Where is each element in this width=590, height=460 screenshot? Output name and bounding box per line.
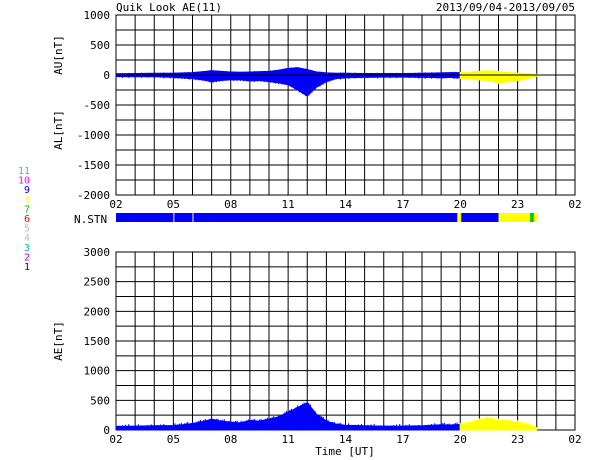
legend-station-6: 6: [24, 214, 30, 225]
au-al-ytick-label: -1500: [77, 159, 110, 172]
date-range: 2013/09/04-2013/09/05: [436, 1, 575, 14]
au-al-ytick-label: 1000: [84, 9, 111, 22]
station-segment: [174, 213, 193, 222]
ae-ytick-label: 2500: [84, 276, 111, 289]
au-al-xtick-label: 23: [511, 198, 524, 211]
au-al-ytick-label: 500: [90, 39, 110, 52]
legend-station-7: 7: [24, 204, 30, 215]
ae-ytick-label: 2000: [84, 305, 111, 318]
station-segment: [457, 213, 462, 222]
au-al-xtick-label: 20: [454, 198, 467, 211]
au-al-xtick-label: 05: [167, 198, 180, 211]
ae-xtick-label: 02: [568, 433, 581, 446]
au-al-xtick-label: 02: [109, 198, 122, 211]
ae-xtick-label: 23: [511, 433, 524, 446]
au-al-ytick-label: -2000: [77, 189, 110, 202]
x-axis-label: Time [UT]: [315, 445, 375, 458]
ae-xtick-label: 02: [109, 433, 122, 446]
legend-station-10: 10: [18, 176, 30, 187]
ae-xtick-label: 11: [282, 433, 295, 446]
ae-ytick-label: 3000: [84, 246, 111, 259]
legend-station-1: 1: [24, 262, 30, 273]
station-segment: [533, 213, 537, 222]
au-axis-label: AU[nT]: [52, 35, 65, 75]
legend-station-3: 3: [24, 243, 30, 254]
legend-station-2: 2: [24, 252, 30, 263]
ae-xtick-label: 20: [454, 433, 467, 446]
ae-ytick-label: 500: [90, 394, 110, 407]
station-segment: [498, 213, 531, 222]
ae-ytick-label: 0: [103, 424, 110, 437]
legend-station-4: 4: [24, 233, 30, 244]
au-al-ytick-label: -500: [84, 99, 111, 112]
au-al-xtick-label: 08: [224, 198, 237, 211]
al-axis-label: AL[nT]: [52, 110, 65, 150]
au-al-xtick-label: 14: [339, 198, 353, 211]
legend-station-11: 11: [18, 166, 30, 177]
au-al-frame: [115, 14, 576, 196]
ae-ytick-label: 1000: [84, 365, 111, 378]
ae-xtick-label: 08: [224, 433, 237, 446]
au-al-ytick-label: 0: [103, 69, 110, 82]
legend-station-5: 5: [24, 224, 30, 235]
au-al-xtick-label: 17: [396, 198, 409, 211]
legend-station-8: 8: [24, 195, 30, 206]
station-segment: [193, 213, 458, 222]
ae-ytick-label: 1500: [84, 335, 111, 348]
ae-xtick-label: 14: [339, 433, 353, 446]
station-bar-label: N.STN: [74, 213, 107, 226]
station-count-bar: N.STN: [74, 213, 537, 226]
legend-station-9: 9: [24, 185, 30, 196]
ae-xtick-label: 05: [167, 433, 180, 446]
ae-axis-label: AE[nT]: [52, 321, 65, 361]
au-al-ytick-label: -1000: [77, 129, 110, 142]
station-segment: [530, 213, 534, 222]
au-al-xtick-label: 02: [568, 198, 581, 211]
station-segment: [116, 213, 174, 222]
au-al-xtick-label: 11: [282, 198, 295, 211]
station-segment: [461, 213, 499, 222]
ae-xtick-label: 17: [396, 433, 409, 446]
chart-title: Quik Look AE(11): [116, 1, 222, 14]
